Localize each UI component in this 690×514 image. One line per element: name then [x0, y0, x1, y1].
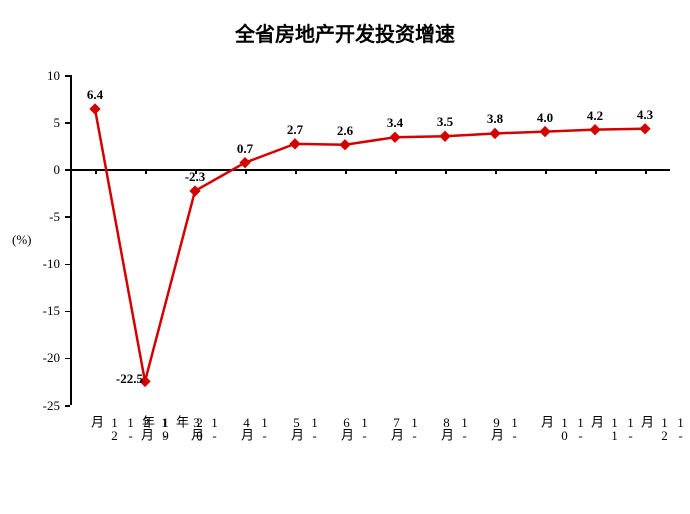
- data-label: 4.0: [537, 110, 553, 126]
- x-tick-mark: [395, 169, 397, 174]
- x-tick-label: 1-3月: [187, 415, 222, 441]
- y-tick-label: 5: [20, 115, 60, 131]
- x-tick-label: 1-5月: [287, 415, 322, 441]
- data-marker: [640, 124, 650, 134]
- line-path: [95, 109, 645, 381]
- x-tick-label: 1-7月: [387, 415, 422, 441]
- y-tick-mark: [65, 264, 70, 266]
- data-label: 2.6: [337, 123, 353, 139]
- x-tick-mark: [545, 169, 547, 174]
- chart-container: 全省房地产开发投资增速 (%) -25-20-15-10-5051019年1-1…: [0, 0, 690, 514]
- y-tick-mark: [65, 358, 70, 360]
- x-tick-label: 1-12月: [637, 415, 688, 441]
- x-tick-mark: [495, 169, 497, 174]
- x-tick-label: 1-6月: [337, 415, 372, 441]
- x-tick-mark: [445, 169, 447, 174]
- x-tick-label: 1-4月: [237, 415, 272, 441]
- plot-area: -25-20-15-10-5051019年1-12月20年1-2月1-3月1-4…: [70, 75, 670, 405]
- data-label: -22.5: [116, 371, 143, 387]
- x-tick-label: 1-8月: [437, 415, 472, 441]
- x-tick-label: 1-9月: [487, 415, 522, 441]
- y-tick-label: 10: [20, 68, 60, 84]
- y-axis-label: (%): [12, 232, 32, 248]
- x-tick-mark: [95, 169, 97, 174]
- data-label: 3.5: [437, 114, 453, 130]
- y-tick-mark: [65, 122, 70, 124]
- data-marker: [440, 131, 450, 141]
- data-marker: [340, 140, 350, 150]
- data-marker: [390, 132, 400, 142]
- data-label: 3.4: [387, 115, 403, 131]
- data-marker: [490, 129, 500, 139]
- y-tick-label: -5: [20, 209, 60, 225]
- data-marker: [290, 139, 300, 149]
- data-marker: [590, 125, 600, 135]
- data-label: 3.8: [487, 111, 503, 127]
- x-tick-mark: [295, 169, 297, 174]
- y-tick-label: -10: [20, 256, 60, 272]
- y-tick-mark: [65, 169, 70, 171]
- y-tick-label: -25: [20, 398, 60, 414]
- y-tick-label: -15: [20, 303, 60, 319]
- data-marker: [90, 104, 100, 114]
- data-label: 4.2: [587, 108, 603, 124]
- data-marker: [190, 186, 200, 196]
- line-series: [70, 75, 670, 405]
- data-label: -2.3: [185, 169, 206, 185]
- x-tick-mark: [645, 169, 647, 174]
- y-tick-mark: [65, 405, 70, 407]
- data-label: 2.7: [287, 122, 303, 138]
- data-label: 0.7: [237, 141, 253, 157]
- data-marker: [540, 127, 550, 137]
- data-label: 4.3: [637, 107, 653, 123]
- x-tick-mark: [145, 169, 147, 174]
- y-tick-mark: [65, 216, 70, 218]
- x-tick-label: 1-10月: [537, 415, 588, 441]
- y-tick-label: 0: [20, 162, 60, 178]
- chart-title: 全省房地产开发投资增速: [0, 18, 690, 47]
- data-marker: [240, 158, 250, 168]
- y-tick-mark: [65, 75, 70, 77]
- x-tick-mark: [345, 169, 347, 174]
- data-label: 6.4: [87, 87, 103, 103]
- y-tick-mark: [65, 311, 70, 313]
- x-tick-mark: [595, 169, 597, 174]
- x-tick-label: 1-11月: [587, 415, 638, 441]
- y-tick-label: -20: [20, 350, 60, 366]
- x-tick-mark: [245, 169, 247, 174]
